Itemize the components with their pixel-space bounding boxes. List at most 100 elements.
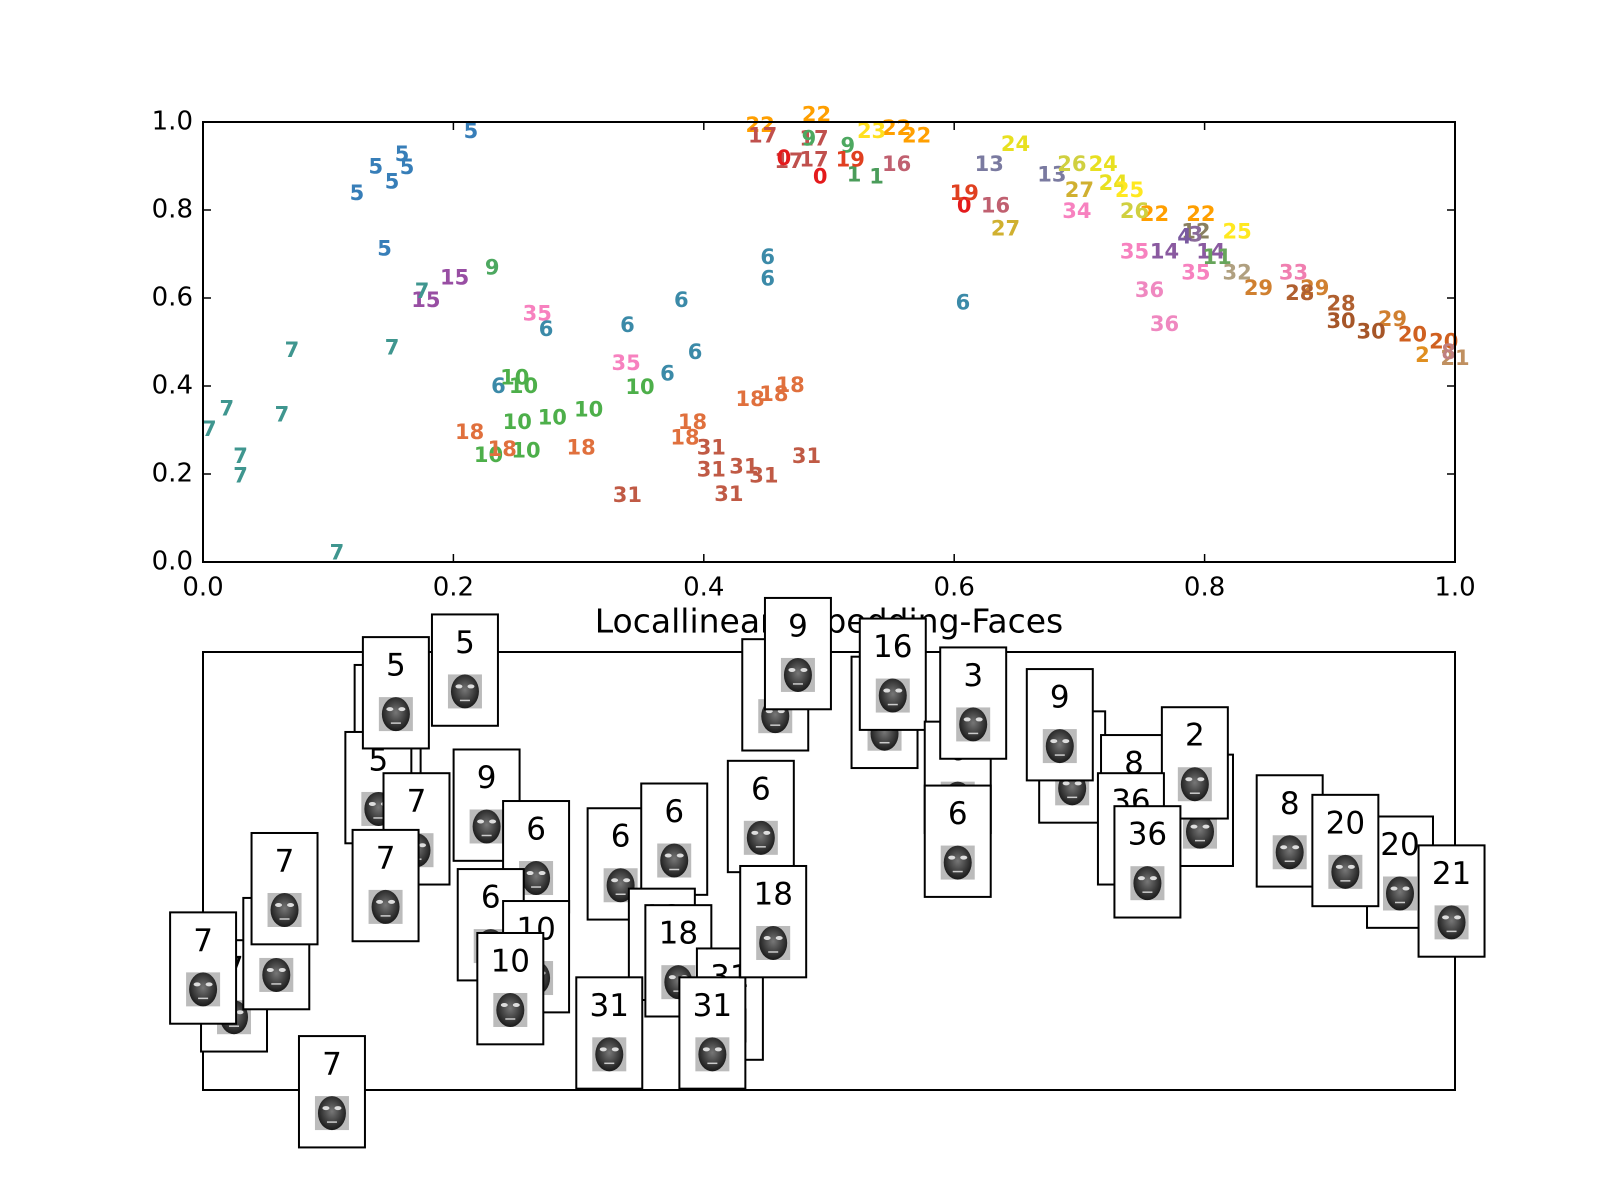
point-label: 31 (729, 454, 758, 478)
face-eye (1062, 739, 1070, 744)
face-eye (1292, 845, 1300, 850)
face-eye (278, 967, 286, 972)
point-label: 1 (847, 163, 862, 187)
point-label: 25 (1115, 178, 1144, 202)
face-card: 16 (858, 617, 927, 731)
face-eye (1347, 864, 1355, 869)
face-eye (418, 843, 426, 848)
card-label: 10 (491, 943, 530, 979)
point-label: 10 (503, 410, 532, 434)
point-label: 35 (612, 351, 641, 375)
card-label: 6 (948, 796, 968, 832)
face-image (746, 820, 775, 855)
point-label: 31 (714, 482, 743, 506)
face-eye (1335, 864, 1343, 869)
face-card: 21 (1417, 844, 1486, 958)
card-label: 7 (275, 843, 295, 879)
face-eye (623, 878, 631, 883)
card-label: 6 (751, 771, 771, 807)
face-eye (664, 853, 672, 858)
face-eye (1062, 781, 1070, 786)
card-label: 21 (1432, 856, 1471, 892)
card-label: 6 (481, 880, 501, 916)
face-image (606, 868, 635, 903)
point-label: 16 (882, 152, 911, 176)
y-tick-label: 0.2 (152, 459, 193, 489)
point-label: 22 (902, 124, 931, 148)
x-tick-label: 0.4 (683, 573, 724, 603)
y-tick-label: 0.6 (152, 283, 193, 313)
point-label: 11 (1203, 245, 1232, 269)
point-label: 35 (1120, 240, 1149, 264)
card-label: 16 (873, 629, 912, 665)
point-label: 0 (957, 193, 972, 217)
point-label: 28 (1326, 292, 1355, 316)
point-label: 7 (219, 396, 234, 420)
point-label: 15 (411, 288, 440, 312)
point-label: 18 (455, 420, 484, 444)
point-label: 18 (678, 410, 707, 434)
point-label: 15 (440, 266, 469, 290)
card-label: 7 (376, 840, 396, 876)
face-image (371, 889, 400, 924)
point-label: 6 (620, 313, 635, 337)
card-box (858, 617, 927, 731)
face-card: 7 (169, 911, 238, 1025)
point-label: 6 (539, 317, 554, 341)
face-eye (467, 684, 475, 689)
point-label: 18 (759, 382, 788, 406)
point-label: 17 (799, 127, 828, 151)
face-eye (676, 853, 684, 858)
point-label: 25 (1223, 219, 1252, 243)
face-card: 6 (640, 782, 709, 896)
point-label: 7 (285, 338, 300, 362)
face-eye (368, 801, 376, 806)
face-eye (1280, 845, 1288, 850)
face-eye (895, 688, 903, 693)
face-card: 7 (297, 1035, 366, 1149)
point-label: 7 (415, 279, 430, 303)
point-label: 7 (385, 336, 400, 360)
point-label: 35 (1181, 260, 1210, 284)
face-card: 5 (430, 613, 499, 727)
face-eye (800, 667, 808, 672)
face-eye (266, 967, 274, 972)
face-eye (599, 1047, 607, 1052)
face-eye (975, 717, 983, 722)
face-eye (960, 855, 968, 860)
point-label: 10 (500, 366, 529, 390)
card-label: 7 (193, 923, 213, 959)
point-label: 6 (660, 362, 675, 386)
point-label: 20 (1429, 329, 1458, 353)
face-image (270, 892, 299, 927)
point-label: 24 (1089, 152, 1118, 176)
face-image (1386, 876, 1414, 911)
face-eye (611, 1047, 619, 1052)
card-label: 9 (788, 608, 808, 644)
plot-frame (202, 121, 1456, 563)
point-label: 10 (511, 439, 540, 463)
point-label: 22 (746, 113, 775, 137)
face-image (1186, 814, 1214, 849)
card-label: 6 (526, 812, 546, 848)
face-image (660, 843, 689, 878)
face-eye (1197, 777, 1205, 782)
face-eye (376, 899, 384, 904)
point-label: 30 (1356, 319, 1385, 343)
face-eye (334, 1106, 342, 1111)
card-label: 9 (1050, 680, 1070, 716)
point-label: 9 (802, 127, 817, 151)
face-image (1437, 905, 1466, 940)
point-label: 29 (1300, 276, 1329, 300)
point-label: 18 (670, 425, 699, 449)
face-image (496, 992, 525, 1027)
face-image (878, 678, 907, 713)
face-eye (763, 830, 771, 835)
face-eye (1185, 777, 1193, 782)
face-eye (702, 1047, 710, 1052)
face-eye (398, 707, 406, 712)
face-image (189, 972, 218, 1007)
face-image (317, 1096, 346, 1131)
